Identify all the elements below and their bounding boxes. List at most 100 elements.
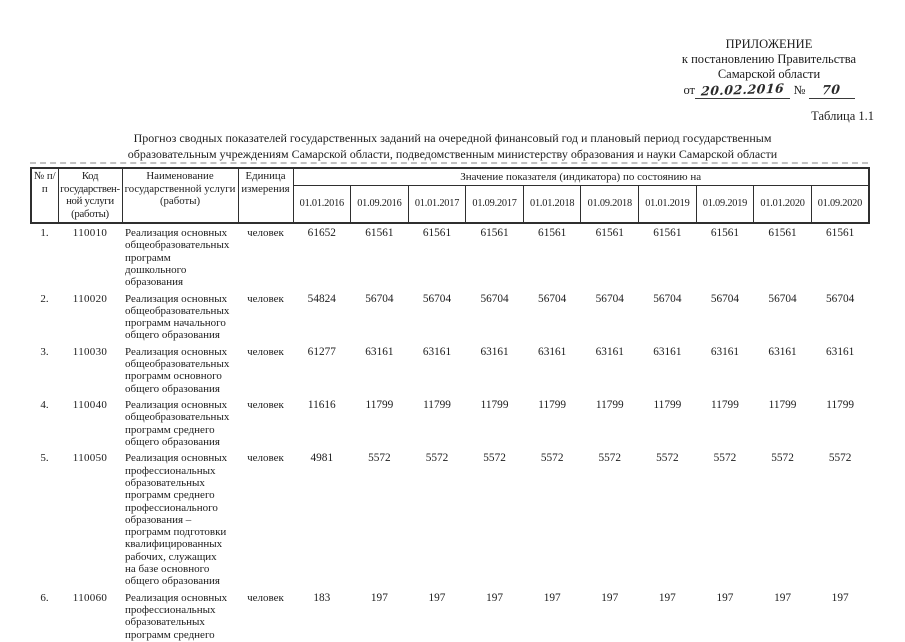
header-date: 01.01.2020 (753, 185, 812, 224)
header-date: 01.01.2019 (638, 185, 697, 224)
cell-value: 5572 (598, 452, 622, 465)
cell-value: 183 (313, 591, 331, 604)
cell-value: 63161 (422, 345, 452, 358)
appendix-line-1: ПРИЛОЖЕНИЕ (725, 37, 813, 51)
cell-value: 56704 (480, 292, 509, 305)
cell-value: 5572 (771, 452, 794, 465)
cell-value: 63161 (365, 345, 394, 358)
cell-value: 11799 (480, 399, 509, 411)
indicators-table: № п/п Код государствен-ной услуги (работ… (30, 167, 870, 642)
cell-value: 5572 (828, 452, 852, 465)
cell-value: 56704 (422, 292, 452, 305)
cell-value: 56704 (595, 292, 624, 305)
cell-value: 5572 (540, 452, 564, 465)
cell-value: 63161 (653, 345, 682, 358)
title-line-2: образовательным учреждениям Самарской об… (127, 146, 778, 161)
cell-service-code: 110050 (72, 452, 108, 465)
cell-value: 61561 (480, 226, 509, 239)
header-name: Наименование государственной услуги (раб… (121, 167, 239, 224)
cell-value: 11799 (423, 399, 451, 411)
cell-value: 5572 (425, 452, 449, 465)
cell-value: 63161 (710, 345, 740, 358)
cell-value: 5572 (483, 452, 506, 465)
cell-value: 61277 (307, 345, 336, 358)
cell-value: 11799 (365, 399, 394, 411)
table-row: 6. 110060 Реализация основных профессионал… (31, 589, 869, 642)
cell-value: 56704 (365, 292, 394, 305)
cell-value: 63161 (480, 345, 509, 358)
cell-value: 11799 (653, 399, 682, 411)
header-values-group: Значение показателя (индикатора) по сост… (292, 167, 870, 187)
header-date: 01.09.2020 (810, 185, 870, 224)
header-code: Код государствен-ной услуги (работы) (57, 167, 123, 224)
cell-value: 63161 (768, 345, 797, 358)
scan-artifact-line (30, 162, 868, 164)
cell-value: 61561 (826, 226, 855, 239)
cell-value: 197 (486, 591, 504, 604)
cell-service-name: Реализация основных общеобразовательных … (125, 399, 230, 448)
cell-num: 6. (40, 591, 49, 604)
table-row: 5. 110050 Реализация основных профессионал… (31, 449, 869, 588)
cell-value: 11799 (826, 399, 855, 411)
cell-value: 61561 (538, 226, 567, 239)
table-body: 1. 110010 Реализация основных общеобразова… (31, 223, 869, 642)
header-row-top: № п/п Код государствен-ной услуги (работ… (30, 167, 870, 224)
cell-value: 11799 (768, 399, 797, 411)
cell-value: 61561 (595, 226, 624, 239)
cell-service-code: 110020 (72, 292, 108, 305)
cell-value: 61561 (768, 226, 797, 239)
cell-value: 5572 (656, 452, 679, 465)
cell-value: 56704 (538, 292, 567, 305)
cell-num: 2. (40, 292, 49, 305)
table-row: 2. 110020 Реализация основных общеобразова… (31, 290, 869, 343)
cell-value: 63161 (826, 345, 855, 358)
header-date: 01.09.2018 (580, 185, 640, 224)
cell-value: 11799 (538, 399, 567, 411)
cell-unit: человек (247, 226, 284, 239)
table-row: 3. 110030 Реализация основных общеобразова… (31, 343, 869, 396)
cell-value: 56704 (710, 292, 740, 305)
cell-service-code: 110030 (72, 345, 108, 358)
appendix-line-3: Самарской области (717, 66, 821, 81)
cell-value: 197 (428, 591, 446, 604)
cell-value: 63161 (538, 345, 567, 358)
cell-unit: человек (247, 399, 284, 411)
cell-unit: человек (247, 591, 284, 604)
appendix-date-line: от 20.02.2016 № 70 (633, 80, 905, 99)
appendix-block: ПРИЛОЖЕНИЕ к постановлению Правительства… (633, 37, 905, 99)
table-row: 1. 110010 Реализация основных общеобразова… (31, 223, 869, 290)
cell-service-code: 110040 (72, 399, 108, 411)
header-unit: Единица измерения (237, 167, 294, 224)
cell-service-name: Реализация основных общеобразовательных … (125, 345, 230, 395)
cell-value: 56704 (826, 292, 855, 305)
appendix-line-2: к постановлению Правительства (681, 51, 857, 66)
cell-unit: человек (247, 292, 284, 305)
document-title: Прогноз сводных показателей государствен… (0, 131, 905, 162)
cell-service-code: 110060 (72, 591, 108, 604)
cell-value: 61561 (422, 226, 452, 239)
cell-value: 63161 (595, 345, 624, 358)
date-prefix: от (683, 83, 696, 98)
table-label: Таблица 1.1 (811, 109, 874, 123)
cell-num: 4. (40, 399, 49, 411)
cell-value: 11799 (595, 399, 624, 411)
cell-unit: человек (247, 345, 284, 358)
cell-value: 197 (831, 591, 849, 604)
cell-value: 11799 (711, 399, 739, 411)
cell-value: 61561 (710, 226, 740, 239)
header-date: 01.09.2017 (465, 185, 524, 224)
cell-service-code: 110010 (72, 226, 108, 239)
header-dates-row: 01.01.2016 01.09.2016 01.01.2017 01.09.2017… (31, 185, 870, 224)
cell-unit: человек (247, 452, 284, 465)
cell-num: 3. (40, 345, 49, 358)
handwritten-date: 20.02.2016 (700, 80, 785, 99)
cell-service-name: Реализация основных общеобразовательных … (125, 226, 230, 289)
cell-value: 61561 (365, 226, 394, 239)
cell-value: 61561 (653, 226, 682, 239)
number-underline: 70 (808, 82, 855, 99)
header-date: 01.01.2018 (522, 185, 582, 224)
cell-value: 56704 (768, 292, 797, 305)
cell-value: 197 (658, 591, 676, 604)
table-row: 4. 110040 Реализация основных общеобразова… (31, 396, 869, 449)
